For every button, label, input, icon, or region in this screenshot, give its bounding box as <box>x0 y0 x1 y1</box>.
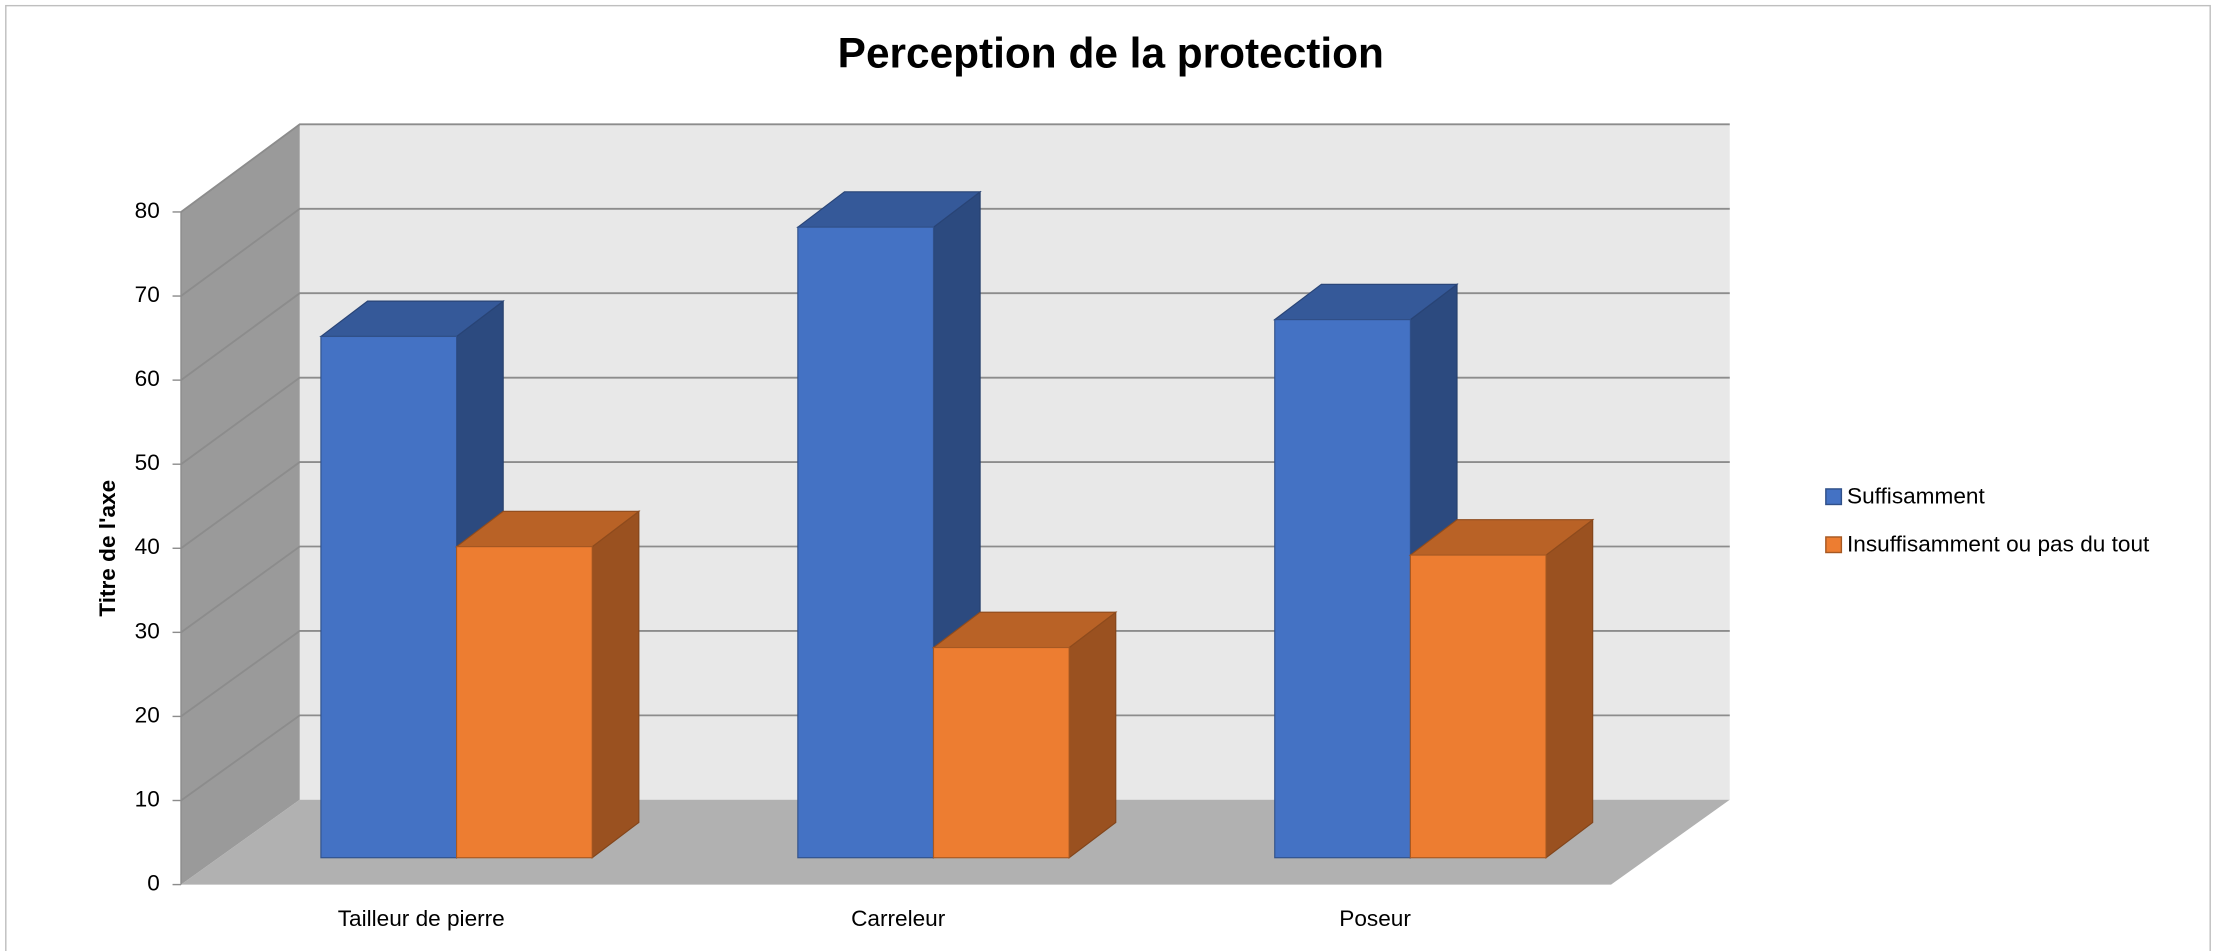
bar <box>1273 283 1459 859</box>
grid-line <box>180 630 1730 718</box>
bar-front <box>1274 319 1411 859</box>
x-tick-label: Poseur <box>1339 906 1411 931</box>
grid-line <box>180 545 1730 634</box>
y-axis-title: Titre de l'axe <box>95 480 120 617</box>
legend-label: Insuffisamment ou pas du tout <box>1847 531 2150 556</box>
bar-side <box>1545 518 1594 859</box>
legend-swatch <box>1825 536 1843 554</box>
y-tick-label: 60 <box>135 366 160 391</box>
grid-line <box>180 376 1730 465</box>
bar <box>931 611 1118 859</box>
grid-line <box>180 714 1730 802</box>
bar-front <box>456 546 593 859</box>
bar-side <box>591 510 640 859</box>
grid-line <box>180 207 1730 297</box>
grid-line <box>180 123 1730 213</box>
bar-side <box>1068 611 1117 859</box>
y-tick-label: 80 <box>135 198 160 223</box>
y-tick-label: 50 <box>135 450 160 475</box>
bar-front <box>320 335 458 859</box>
y-tick-label: 20 <box>135 702 160 727</box>
bar <box>454 510 641 859</box>
x-tick-label: Carreleur <box>851 906 946 931</box>
bar <box>1408 518 1595 859</box>
bar-front <box>932 646 1070 859</box>
y-tick-label: 40 <box>135 534 160 559</box>
chart-title: Perception de la protection <box>838 30 1384 77</box>
y-tick-label: 10 <box>135 786 160 811</box>
y-tick-label: 0 <box>147 871 160 896</box>
y-tick-label: 70 <box>135 282 160 307</box>
legend-label: Suffisamment <box>1847 483 1985 508</box>
legend-swatch <box>1825 488 1843 506</box>
bar-front <box>797 226 935 859</box>
x-tick-label: Tailleur de pierre <box>338 906 505 931</box>
bar-front <box>1409 554 1547 859</box>
y-tick-label: 30 <box>135 618 160 643</box>
grid-line <box>180 461 1730 550</box>
grid-line <box>180 292 1730 381</box>
